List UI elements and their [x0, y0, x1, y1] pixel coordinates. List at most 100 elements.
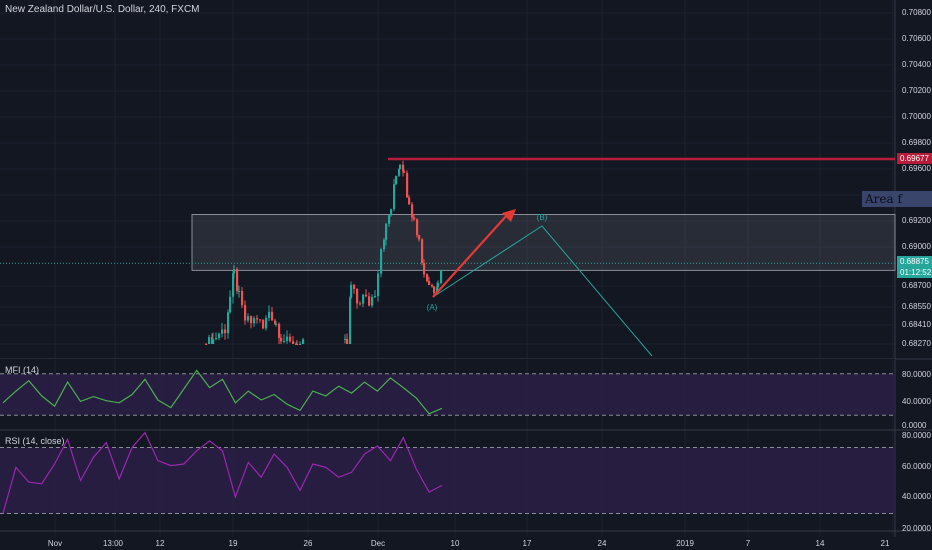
time-tick-label: 24	[597, 539, 607, 548]
candle-body	[224, 329, 227, 334]
candle-body	[388, 215, 391, 224]
candle-body	[229, 296, 232, 313]
candle-body	[418, 235, 421, 240]
candle-body	[256, 318, 259, 320]
candle-body	[365, 294, 368, 297]
price-tick-label: 0.70400	[902, 60, 931, 69]
rsi-tick-label: 60.0000	[902, 462, 931, 471]
candle-body	[380, 249, 383, 274]
candle-body	[292, 341, 295, 344]
price-tick-label: 0.70800	[902, 8, 931, 17]
candle-body	[232, 273, 235, 297]
candle-body	[296, 344, 299, 345]
time-tick-label: 10	[450, 539, 460, 548]
candle-body	[212, 339, 215, 344]
candle-body	[356, 288, 359, 304]
candle-body	[268, 311, 271, 318]
candle-body	[299, 344, 302, 345]
mfi-tick-label: 40.0000	[902, 397, 931, 406]
candle-body	[280, 337, 283, 342]
time-tick-label: 13:00	[102, 539, 124, 548]
candle-body	[437, 283, 440, 288]
wave-b-label: (B)	[536, 213, 548, 222]
candle-body	[238, 290, 241, 292]
candle-body	[247, 316, 250, 321]
candle-body	[262, 320, 265, 329]
candle-body	[259, 319, 262, 321]
candle-body	[344, 338, 347, 340]
candle-body	[423, 263, 426, 275]
price-tick-label: 0.68270	[902, 339, 931, 348]
candle-body	[411, 204, 414, 218]
candle-body	[286, 336, 289, 341]
candle-body	[421, 239, 424, 264]
time-tick-label: 2019	[676, 539, 694, 548]
price-tick-label: 0.69000	[902, 242, 931, 251]
candle-body	[302, 339, 305, 344]
candle-body	[349, 297, 352, 344]
time-tick-label: 26	[303, 539, 313, 548]
candle-body	[275, 323, 278, 325]
candle-body	[374, 296, 377, 298]
countdown-tag: 01:12:52	[897, 267, 932, 278]
candle-body	[241, 290, 244, 306]
time-tick-label: 7	[745, 539, 751, 548]
candle-body	[433, 286, 436, 293]
candle-body	[436, 287, 439, 293]
candle-body	[402, 164, 405, 172]
area-label: Area f	[862, 191, 932, 207]
target-arrow-shaft	[432, 213, 509, 298]
candle-body	[399, 164, 402, 169]
candle-body	[368, 296, 371, 306]
rsi-tick-label: 40.0000	[902, 492, 931, 501]
rsi-pane-label: RSI (14, close)	[5, 436, 65, 446]
mfi-band	[0, 373, 895, 416]
candle-body	[353, 284, 356, 289]
candle-body	[371, 297, 374, 306]
price-tick-label: 0.68410	[902, 320, 931, 329]
time-tick-label: 21	[880, 539, 890, 548]
time-tick-label: 14	[815, 539, 825, 548]
candle-body	[350, 284, 353, 298]
candle-body	[359, 303, 362, 305]
pane-mask	[0, 359, 895, 360]
price-tick-label: 0.70200	[902, 86, 931, 95]
candle-body	[265, 317, 268, 329]
price-tick-label: 0.69200	[902, 216, 931, 225]
price-tick-label: 0.70600	[902, 34, 931, 43]
time-tick-label: 12	[155, 539, 165, 548]
candle-body	[413, 217, 416, 220]
mfi-series-line	[2, 369, 443, 415]
candle-body	[362, 294, 365, 304]
candle-body	[208, 337, 211, 344]
rsi-tick-label: 20.0000	[902, 524, 931, 533]
candle-body	[398, 168, 401, 176]
price-tick-label: 0.69600	[902, 164, 931, 173]
wave-projection-line	[432, 225, 653, 357]
candle-body	[250, 316, 253, 324]
candle-body	[408, 197, 411, 205]
candle-body	[227, 312, 230, 334]
price-tick-label: 0.68700	[902, 281, 931, 290]
candle-body	[416, 219, 419, 236]
candle-body	[428, 281, 431, 285]
mfi-pane-label: MFI (14)	[5, 365, 40, 375]
mfi-tick-label: 80.0000	[902, 370, 931, 379]
candle-body	[403, 171, 406, 173]
candle-body	[278, 323, 281, 338]
candle-body	[283, 340, 286, 342]
candle-body	[431, 284, 434, 287]
resistance-price-tag: 0.69677	[897, 153, 932, 164]
supply-zone-rect	[191, 214, 896, 271]
candle-body	[215, 338, 218, 340]
last-price-tag: 0.68875	[897, 256, 932, 267]
target-arrow-head	[502, 209, 516, 222]
chart-title: New Zealand Dollar/U.S. Dollar, 240, FXC…	[5, 4, 200, 15]
candle-body	[274, 320, 277, 324]
candle-body	[395, 175, 398, 185]
rsi-series-line	[2, 431, 443, 514]
rsi-band	[0, 447, 895, 514]
candle-body	[440, 270, 443, 284]
candle-body	[205, 344, 208, 345]
